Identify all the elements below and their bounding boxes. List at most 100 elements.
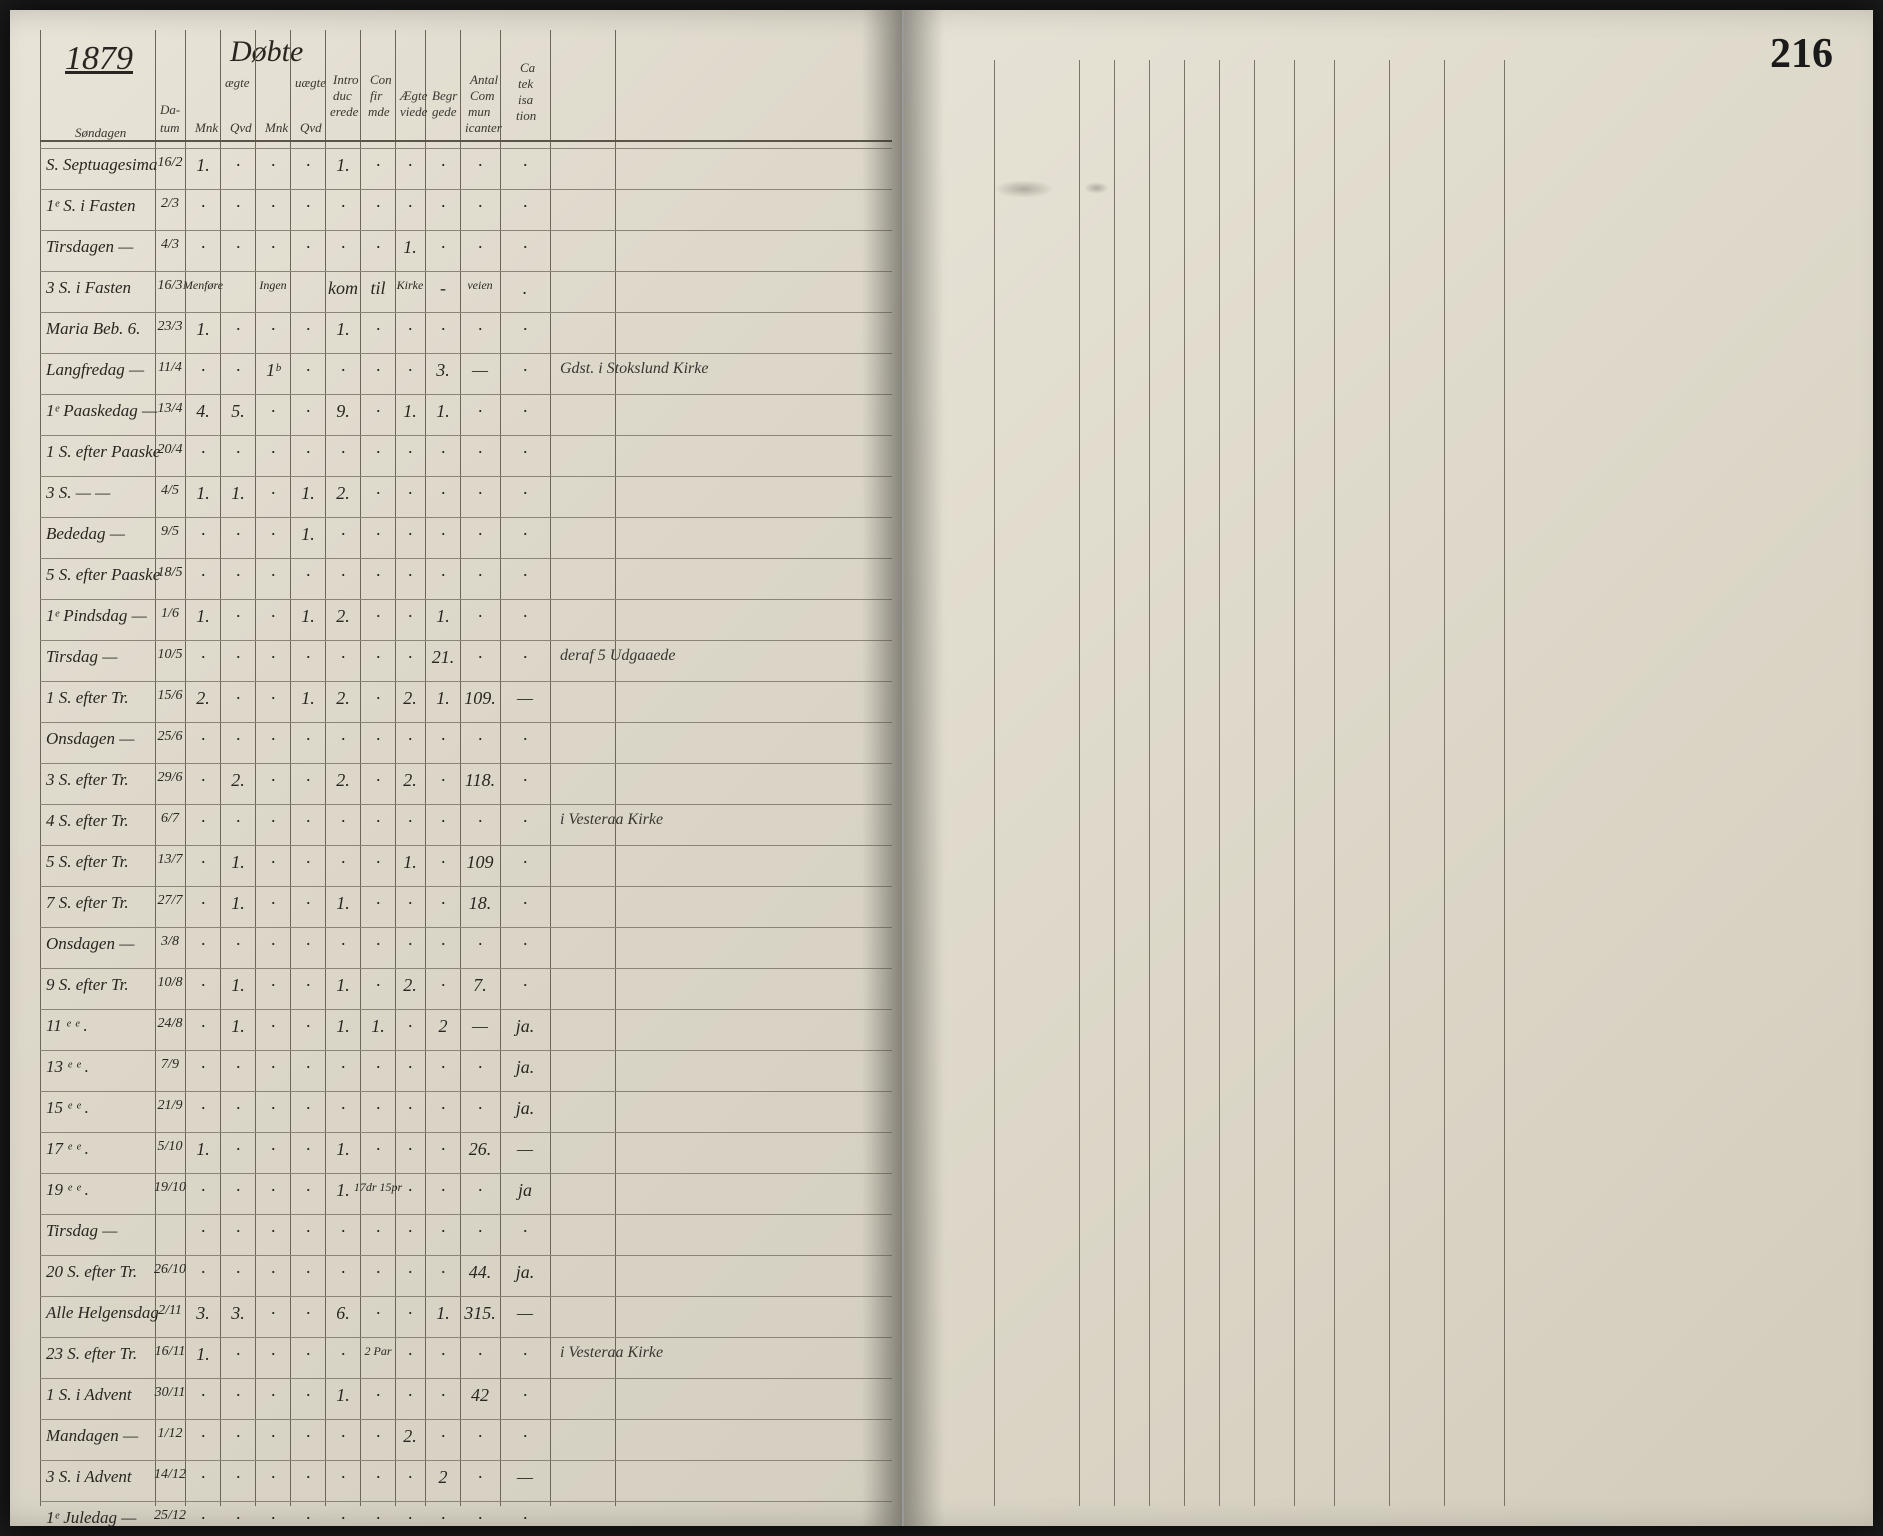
data-cell: ·: [306, 196, 311, 217]
data-cell: ·: [306, 729, 311, 750]
data-cell: 2.: [336, 606, 350, 627]
data-cell: ·: [478, 1508, 483, 1526]
data-cell: ·: [306, 1385, 311, 1406]
row-label: 11 ᵉ ᵉ .: [46, 1016, 88, 1036]
data-cell: ·: [306, 237, 311, 258]
data-cell: ·: [478, 1221, 483, 1242]
data-cell: ·: [376, 647, 381, 668]
data-cell: ·: [478, 729, 483, 750]
data-cell: ·: [523, 1508, 528, 1526]
data-cell: ·: [523, 647, 528, 668]
data-cell: ·: [408, 1016, 413, 1037]
date-cell: 16/11: [155, 1344, 186, 1360]
data-cell: 9.: [336, 401, 350, 422]
data-cell: 3.: [196, 1303, 210, 1324]
date-cell: 15/6: [158, 688, 183, 704]
data-cell: 5.: [231, 401, 245, 422]
data-cell: ·: [236, 1385, 241, 1406]
data-cell: ·: [478, 1426, 483, 1447]
data-cell: ·: [271, 852, 276, 873]
data-cell: ·: [408, 647, 413, 668]
date-cell: 21/9: [158, 1098, 183, 1114]
data-cell: —: [517, 688, 533, 709]
data-cell: ·: [408, 196, 413, 217]
data-cell: 1.: [336, 155, 350, 176]
data-cell: ·: [306, 1016, 311, 1037]
row-label: Tirsdag —: [46, 647, 117, 667]
data-cell: ·: [201, 1057, 206, 1078]
data-cell: ·: [478, 1098, 483, 1119]
data-cell: 2.: [403, 1426, 417, 1447]
data-cell: ·: [478, 934, 483, 955]
row-label: Onsdagen —: [46, 934, 134, 954]
data-cell: ·: [441, 1221, 446, 1242]
data-cell: ·: [271, 934, 276, 955]
data-cell: ·: [271, 155, 276, 176]
data-cell: ·: [271, 1098, 276, 1119]
data-cell: 1.: [403, 852, 417, 873]
row-label: 1 S. efter Tr.: [46, 688, 129, 708]
data-cell: ·: [341, 196, 346, 217]
row-label: Tirsdag —: [46, 1221, 117, 1241]
data-cell: ·: [236, 360, 241, 381]
data-cell: —: [472, 360, 488, 381]
data-cell: ·: [441, 852, 446, 873]
date-cell: 24/8: [158, 1016, 183, 1032]
data-cell: ·: [271, 1467, 276, 1488]
data-cell: ·: [341, 1262, 346, 1283]
data-cell: 2.: [403, 770, 417, 791]
data-cell: 3.: [436, 360, 450, 381]
col-header: Da-: [160, 102, 180, 118]
data-cell: ·: [376, 852, 381, 873]
data-cell: ·: [236, 319, 241, 340]
data-cell: 1.: [336, 1385, 350, 1406]
data-cell: ·: [271, 688, 276, 709]
data-cell: ·: [271, 401, 276, 422]
data-cell: ·: [341, 360, 346, 381]
col-header: viede: [400, 104, 427, 120]
right-page: 216: [904, 10, 1873, 1526]
row-label: Onsdagen —: [46, 729, 134, 749]
data-cell: ·: [201, 811, 206, 832]
row-label: 5 S. efter Paaske: [46, 565, 160, 585]
data-cell: ja.: [516, 1016, 535, 1037]
data-cell: ·: [523, 524, 528, 545]
data-cell: veien: [467, 278, 492, 293]
data-cell: ·: [408, 442, 413, 463]
data-cell: ·: [408, 1057, 413, 1078]
data-cell: 2.: [336, 770, 350, 791]
data-cell: 42: [471, 1385, 489, 1406]
data-cell: ·: [271, 1426, 276, 1447]
data-cell: ·: [341, 1508, 346, 1526]
data-cell: ·: [306, 565, 311, 586]
data-cell: ·: [341, 1057, 346, 1078]
data-cell: ·: [236, 1180, 241, 1201]
row-note: Gdst. i Stokslund Kirke: [560, 360, 708, 378]
data-cell: ·: [523, 442, 528, 463]
data-cell: ·: [236, 606, 241, 627]
data-cell: ·: [201, 934, 206, 955]
date-cell: 13/4: [158, 401, 183, 417]
data-cell: ·: [271, 1180, 276, 1201]
data-cell: Kirke: [397, 278, 424, 293]
data-cell: ·: [441, 1426, 446, 1447]
data-cell: ·: [478, 483, 483, 504]
data-cell: ·: [523, 975, 528, 996]
row-label: 19 ᵉ ᵉ .: [46, 1180, 89, 1200]
data-cell: ·: [341, 237, 346, 258]
data-cell: 6.: [336, 1303, 350, 1324]
data-cell: ·: [376, 1303, 381, 1324]
data-cell: ·: [478, 237, 483, 258]
col-header: ægte: [225, 75, 250, 91]
date-cell: 2/3: [161, 196, 179, 212]
row-label: Bededag —: [46, 524, 125, 544]
row-label: Mandagen —: [46, 1426, 138, 1446]
date-cell: 10/5: [158, 647, 183, 663]
data-cell: ·: [271, 319, 276, 340]
date-cell: 1/12: [158, 1426, 183, 1442]
data-cell: ·: [306, 1303, 311, 1324]
data-cell: ·: [408, 811, 413, 832]
data-cell: ·: [236, 647, 241, 668]
col-header: Mnk: [265, 120, 288, 136]
data-cell: ·: [236, 1426, 241, 1447]
